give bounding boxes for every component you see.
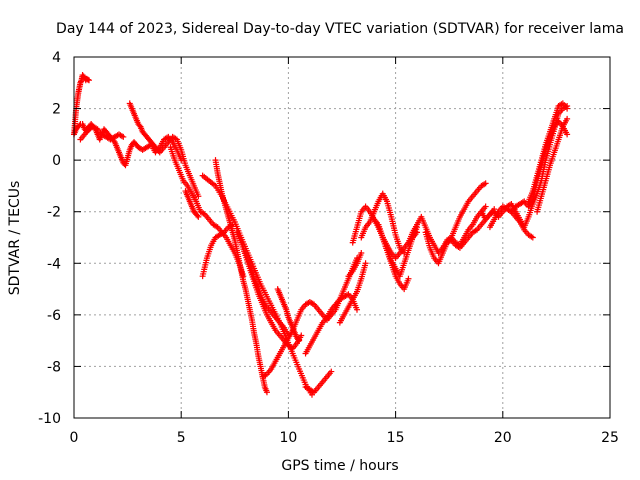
data-series — [274, 286, 303, 344]
data-point — [120, 133, 127, 140]
data-point — [362, 260, 369, 267]
x-axis-label: GPS time / hours — [281, 458, 398, 474]
data-points — [71, 72, 571, 398]
data-series — [375, 224, 412, 293]
data-point — [405, 275, 412, 282]
data-point — [358, 249, 365, 256]
x-tick-label: 15 — [387, 430, 405, 446]
axis-ticks — [73, 56, 611, 419]
data-series — [167, 144, 247, 280]
data-point — [194, 212, 201, 219]
data-series — [182, 188, 202, 220]
y-tick-label: 4 — [52, 50, 61, 66]
x-tick-label: 0 — [70, 430, 79, 446]
y-tick-label: -8 — [47, 359, 61, 375]
y-tick-label: -10 — [38, 411, 61, 427]
data-point — [296, 337, 303, 344]
data-point — [482, 180, 489, 187]
data-point — [195, 213, 202, 220]
x-tick-label: 20 — [494, 430, 512, 446]
chart-title: Day 144 of 2023, Sidereal Day-to-day VTE… — [56, 21, 624, 37]
data-point — [482, 203, 489, 210]
y-tick-label: 2 — [52, 102, 61, 118]
data-point — [564, 105, 571, 112]
data-point — [263, 389, 270, 396]
data-series — [358, 190, 408, 256]
data-series — [345, 249, 365, 280]
data-series — [71, 121, 185, 169]
data-series — [336, 260, 369, 326]
data-point — [328, 368, 335, 375]
data-point — [298, 332, 305, 339]
tick-labels: 0 5 10 15 20 25 -10 -8 -6 -4 -2 0 2 4 — [38, 50, 619, 446]
y-tick-label: -6 — [47, 308, 61, 324]
data-series — [302, 291, 361, 357]
data-series — [525, 100, 571, 205]
grid-lines — [74, 57, 610, 418]
data-point — [564, 115, 571, 122]
data-series — [302, 368, 335, 396]
data-series — [199, 221, 236, 280]
data-series — [534, 115, 571, 215]
y-axis-label: SDTVAR / TECUs — [7, 181, 23, 296]
x-tick-label: 10 — [279, 430, 297, 446]
data-series — [486, 203, 536, 241]
data-point — [84, 76, 91, 83]
x-tick-label: 5 — [177, 430, 186, 446]
y-tick-label: -4 — [47, 256, 61, 272]
plot-frame — [73, 56, 611, 419]
data-point — [529, 234, 536, 241]
data-series — [77, 123, 127, 143]
data-series — [126, 100, 202, 200]
data-point — [195, 193, 202, 200]
data-series — [448, 180, 489, 241]
x-tick-label: 25 — [601, 430, 619, 446]
y-tick-label: 0 — [52, 153, 61, 169]
data-point — [564, 131, 571, 138]
data-point — [86, 77, 93, 84]
data-point — [136, 122, 143, 129]
data-point — [354, 306, 361, 313]
data-point — [295, 336, 302, 343]
y-tick-label: -2 — [47, 205, 61, 221]
data-series — [242, 249, 292, 339]
